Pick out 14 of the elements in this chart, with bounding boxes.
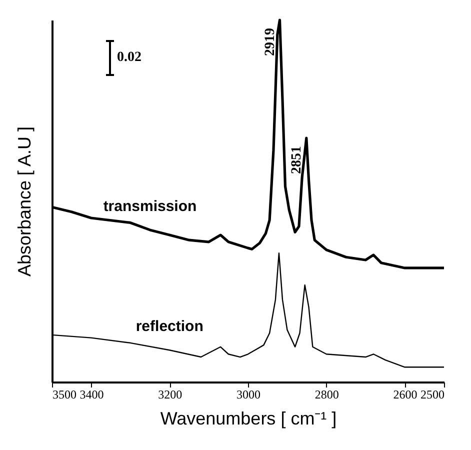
x-tick-label: 2600 — [393, 388, 418, 402]
x-axis-title: Wavenumbers [ cm⁻¹ ] — [160, 408, 337, 428]
annotation: 0.02 — [117, 50, 142, 66]
x-tick-label: 2500 — [420, 388, 444, 402]
series-label: reflection — [136, 318, 204, 336]
series-label: transmission — [103, 198, 197, 215]
y-axis-title: Absorbance [ A.U ] — [14, 126, 34, 277]
x-tick-label: 3200 — [158, 388, 182, 402]
x-tick-label: 3400 — [80, 388, 104, 402]
x-tick-label: 2800 — [314, 388, 339, 402]
x-tick-label: 3000 — [236, 388, 260, 402]
annotation: 2851 — [289, 146, 304, 174]
annotation: 2919 — [262, 28, 278, 56]
x-tick-label: 3500 — [52, 388, 76, 402]
